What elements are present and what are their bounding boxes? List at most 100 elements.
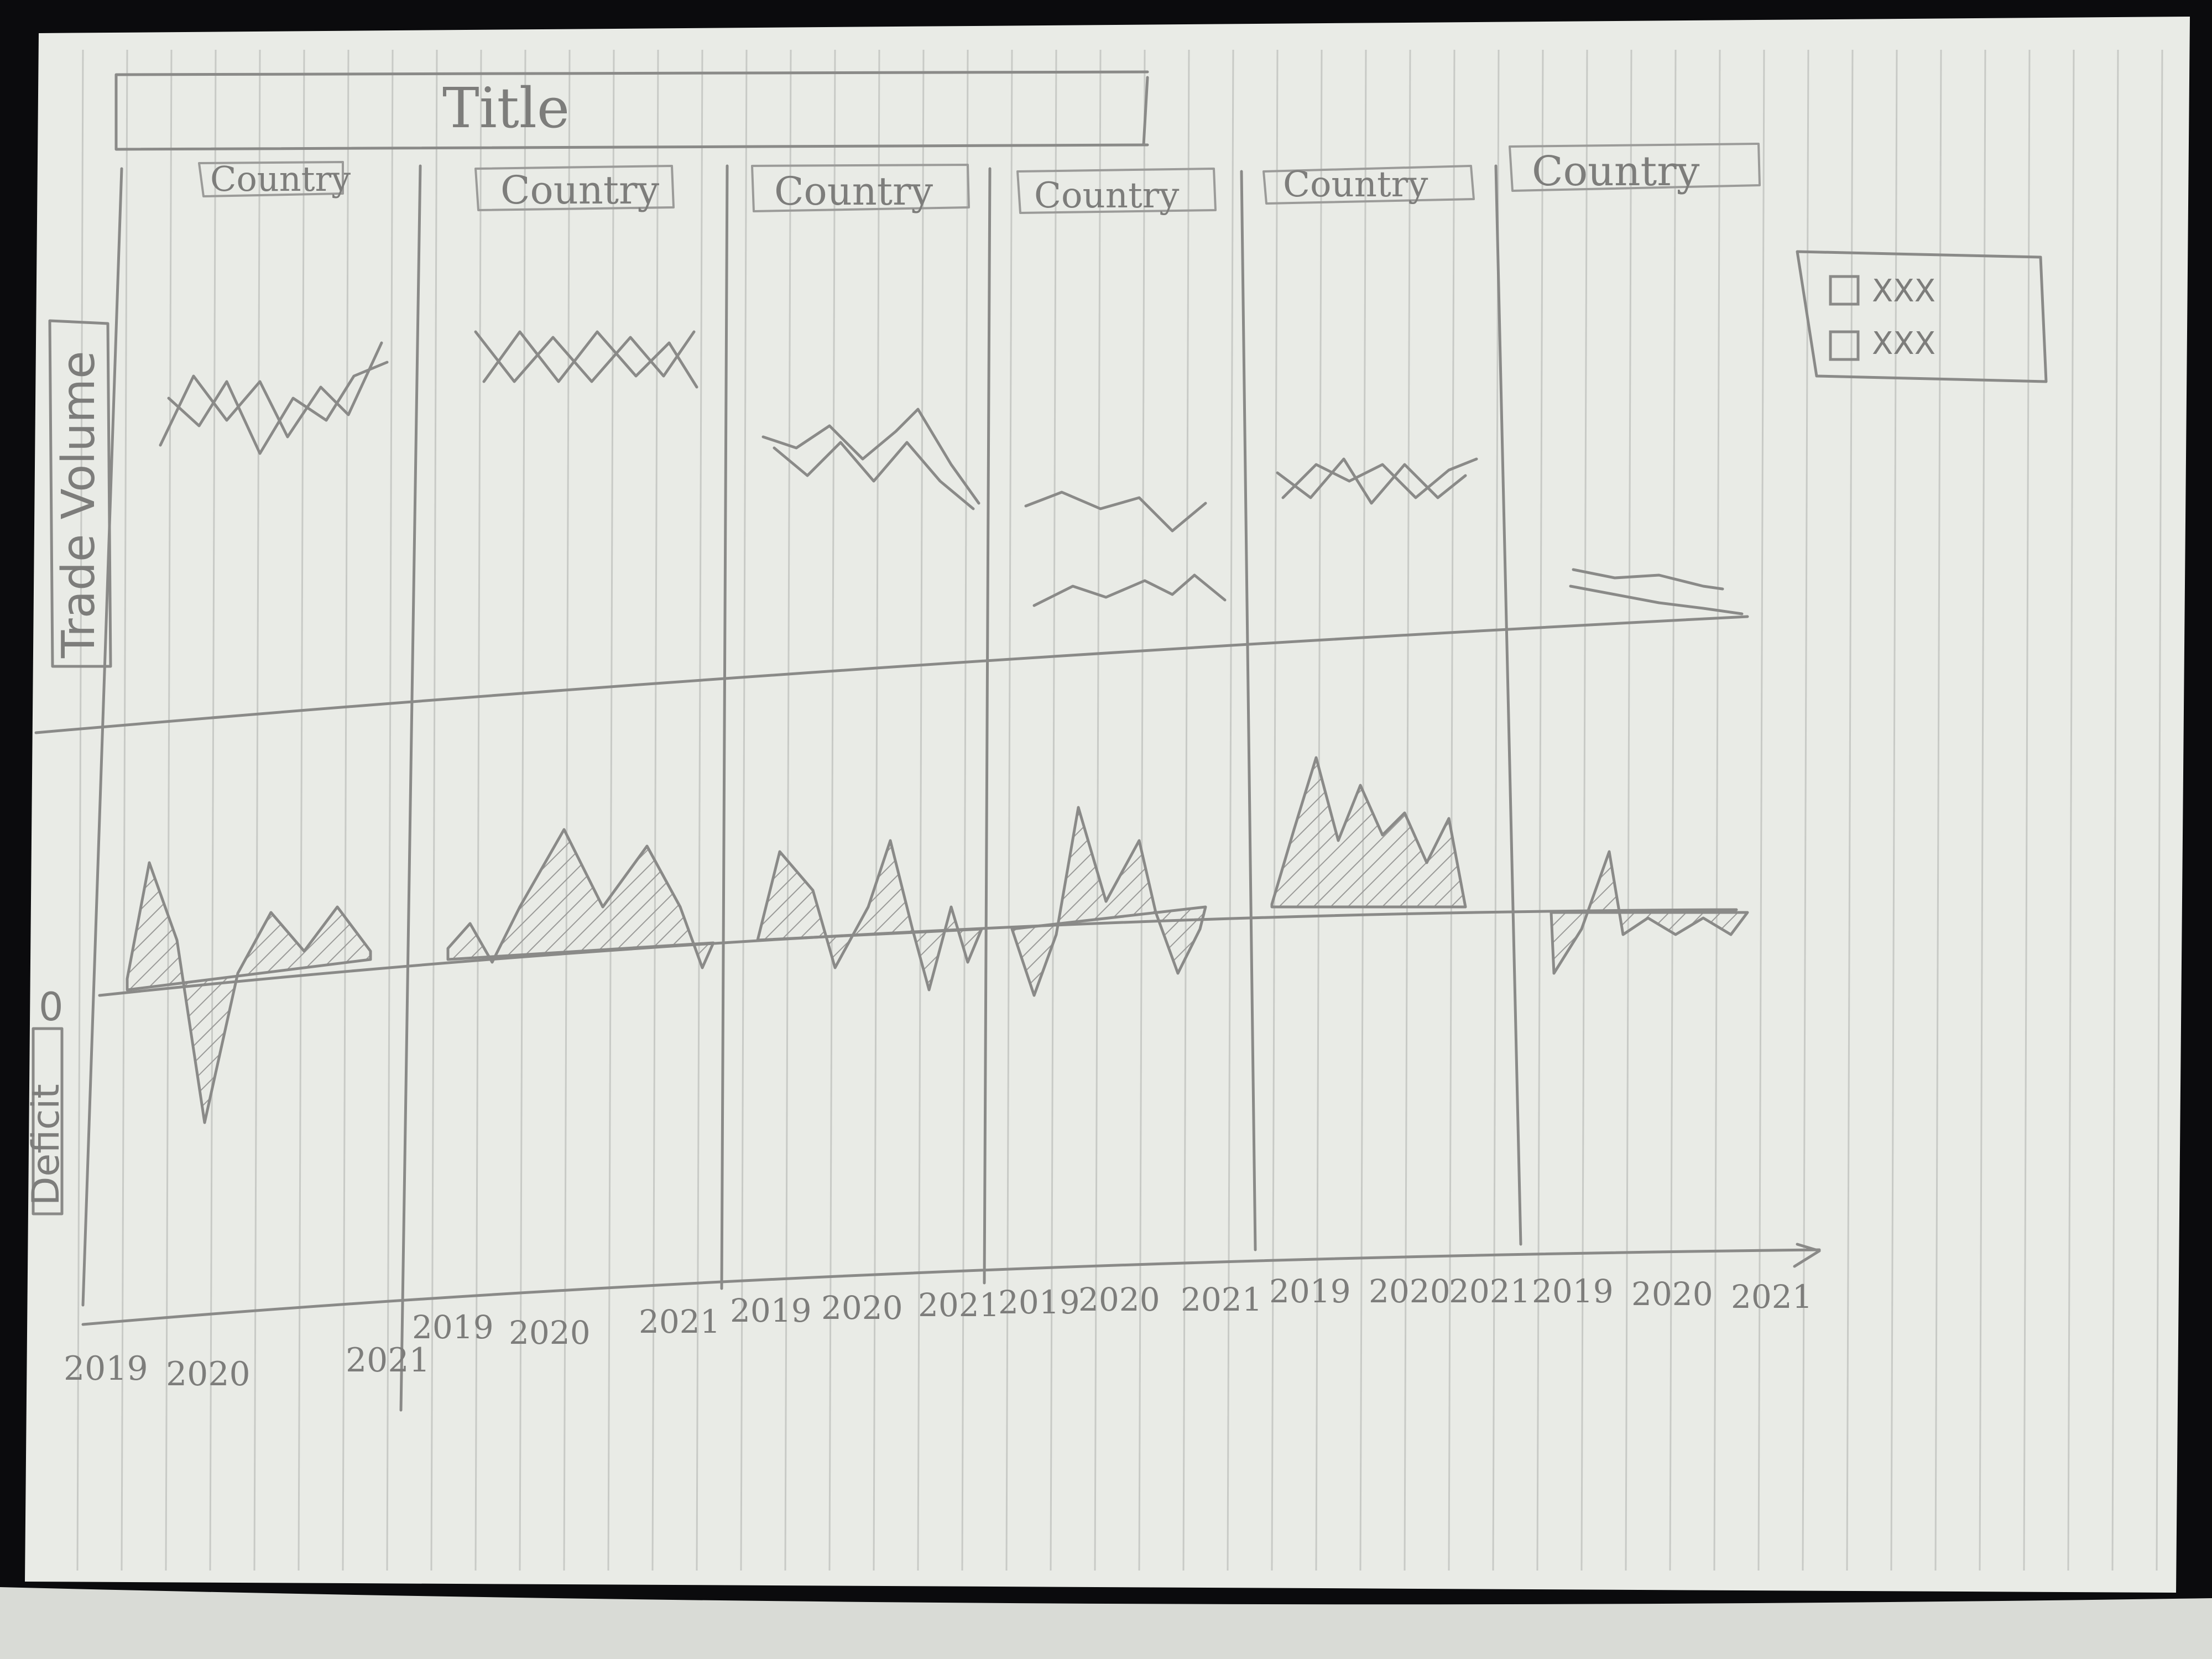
rule-line bbox=[76, 49, 84, 1571]
deficit-area-panel-4 bbox=[1010, 806, 1207, 997]
rule-line bbox=[1227, 49, 1234, 1571]
rule-line bbox=[2156, 49, 2163, 1571]
rule-line bbox=[1757, 49, 1765, 1571]
x-ticks-panel-2: 2019 2020 2021 bbox=[412, 1303, 721, 1352]
x-tick-label: 2021 bbox=[639, 1303, 721, 1340]
legend-label: XXX bbox=[1872, 273, 1936, 309]
deficit-area-panel-5 bbox=[1270, 756, 1467, 909]
y-axis-bottom-label-box bbox=[32, 1027, 64, 1215]
rule-line bbox=[1890, 49, 1898, 1571]
rule-line bbox=[1536, 49, 1544, 1571]
rule-line bbox=[1625, 49, 1632, 1571]
rule-line bbox=[873, 49, 880, 1571]
panel-dividers bbox=[81, 164, 1522, 1412]
rule-line bbox=[1094, 49, 1102, 1571]
x-ticks: 2019 2020 2021 2019 2020 2021 2019 2020 … bbox=[64, 1272, 1813, 1394]
rule-line bbox=[1138, 49, 1146, 1571]
notebook-fold bbox=[0, 1587, 2212, 1659]
x-tick-label: 2020 bbox=[1369, 1272, 1451, 1310]
rule-line bbox=[961, 49, 969, 1571]
country-label: Country bbox=[1034, 175, 1179, 216]
legend-item-1: XXX bbox=[1829, 273, 1936, 309]
x-tick-label: 2019 bbox=[1269, 1272, 1351, 1310]
rule-line bbox=[563, 49, 571, 1571]
title-box bbox=[114, 70, 1149, 151]
x-tick-label: 2019 bbox=[998, 1284, 1080, 1321]
trade-line-panel-1-b bbox=[167, 361, 389, 455]
rule-line bbox=[253, 49, 261, 1571]
rule-line bbox=[651, 49, 659, 1571]
rule-line bbox=[386, 49, 394, 1571]
rule-line bbox=[1713, 49, 1721, 1571]
country-header-4: Country bbox=[1016, 168, 1217, 216]
deficit-area-panel-3 bbox=[756, 839, 983, 992]
trade-line-panel-1-a bbox=[159, 341, 383, 447]
y-axis-top-label-box bbox=[48, 319, 112, 668]
rule-line bbox=[1669, 49, 1677, 1571]
trade-line-panel-4-b bbox=[1032, 573, 1227, 607]
x-tick-label: 2021 bbox=[346, 1341, 430, 1380]
x-ticks-panel-6: 2019 2020 2021 bbox=[1532, 1272, 1813, 1316]
x-tick-label: 2020 bbox=[1631, 1275, 1713, 1313]
legend: XXX XXX bbox=[1796, 250, 2048, 383]
x-tick-label: 2019 bbox=[412, 1308, 494, 1346]
rule-line bbox=[342, 49, 349, 1571]
rule-line bbox=[474, 49, 482, 1571]
chart-title: Title bbox=[442, 76, 570, 140]
rule-line bbox=[740, 49, 748, 1571]
trade-line-panel-6-a bbox=[1572, 568, 1724, 591]
x-tick-label: 2021 bbox=[1449, 1272, 1531, 1310]
rule-line bbox=[917, 49, 925, 1571]
country-label: Country bbox=[1283, 164, 1428, 205]
rule-line bbox=[828, 49, 836, 1571]
rule-line bbox=[209, 49, 217, 1571]
rule-line bbox=[784, 49, 792, 1571]
x-tick-label: 2021 bbox=[1181, 1281, 1262, 1318]
x-tick-label: 2020 bbox=[166, 1355, 251, 1394]
deficit-area-panel-6 bbox=[1550, 850, 1749, 975]
trade-volume-lines bbox=[159, 330, 1744, 615]
country-header-3: Country bbox=[751, 164, 970, 214]
rule-line bbox=[1271, 49, 1279, 1571]
legend-box bbox=[1796, 250, 2048, 383]
x-tick-label: 2020 bbox=[509, 1314, 591, 1352]
rule-line bbox=[696, 49, 703, 1571]
x-tick-label: 2021 bbox=[1731, 1278, 1813, 1316]
trade-line-panel-5-b bbox=[1281, 457, 1478, 499]
rule-line bbox=[1979, 49, 1986, 1571]
rule-line bbox=[1050, 49, 1057, 1571]
rule-line bbox=[1934, 49, 1942, 1571]
rule-lines bbox=[76, 49, 2163, 1571]
rule-line bbox=[430, 49, 438, 1571]
country-header-1: Country bbox=[198, 159, 351, 199]
trade-line-panel-6-b bbox=[1569, 585, 1744, 615]
x-ticks-panel-3: 2019 2020 2021 bbox=[730, 1286, 1000, 1329]
country-headers: Country Country Country Country Country … bbox=[198, 143, 1761, 216]
x-tick-label: 2020 bbox=[1078, 1281, 1160, 1318]
section-divider bbox=[34, 615, 1749, 734]
x-axis-line bbox=[81, 1243, 1821, 1326]
country-header-5: Country bbox=[1262, 164, 1475, 205]
rule-line bbox=[1580, 49, 1588, 1571]
rule-line bbox=[2111, 49, 2119, 1571]
y-axis-bottom-label: Deficit bbox=[24, 1084, 68, 1206]
rule-line bbox=[1005, 49, 1013, 1571]
legend-label: XXX bbox=[1872, 326, 1936, 362]
country-label: Country bbox=[500, 168, 659, 213]
rule-line bbox=[1182, 49, 1190, 1571]
x-tick-label: 2021 bbox=[918, 1286, 1000, 1324]
legend-swatch bbox=[1829, 275, 1860, 306]
trade-line-panel-5-a bbox=[1276, 457, 1467, 505]
country-label: Country bbox=[774, 169, 933, 214]
country-label: Country bbox=[1532, 148, 1700, 195]
legend-item-2: XXX bbox=[1829, 326, 1936, 362]
y-axis-top-label: Trade Volume bbox=[53, 351, 105, 659]
rule-line bbox=[1448, 49, 1455, 1571]
x-ticks-panel-1: 2019 2020 2021 bbox=[64, 1341, 430, 1394]
rule-line bbox=[2067, 49, 2075, 1571]
rule-line bbox=[2023, 49, 2031, 1571]
deficit-areas bbox=[98, 756, 1749, 1124]
rule-line bbox=[298, 49, 305, 1571]
trade-line-panel-2-b bbox=[482, 330, 698, 389]
